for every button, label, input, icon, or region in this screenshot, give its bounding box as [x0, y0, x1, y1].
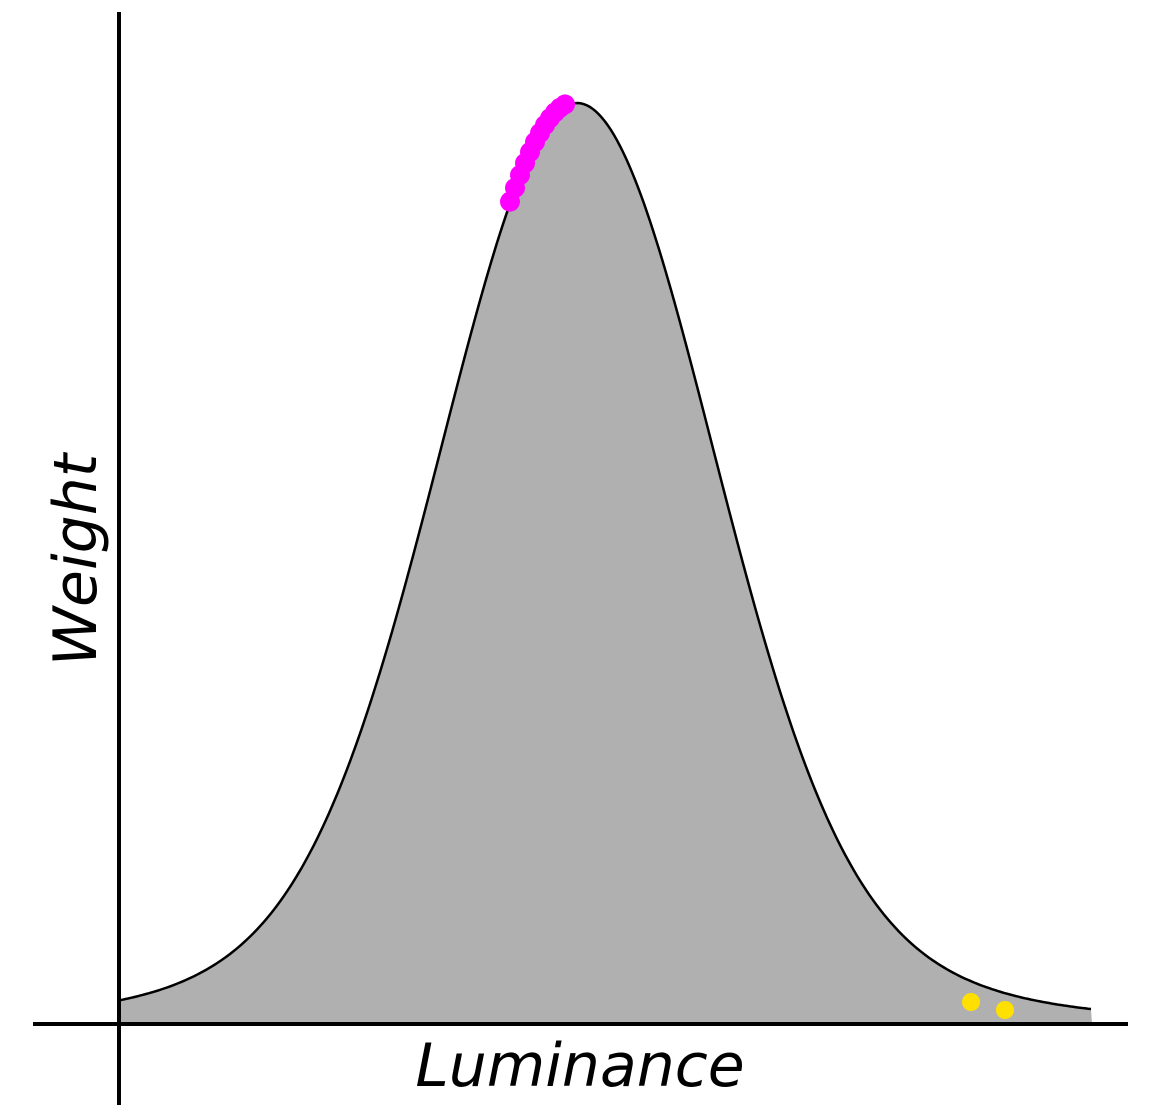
sample-dot	[962, 993, 980, 1011]
curve-fill	[119, 103, 1092, 1024]
curve-line	[118, 101, 1092, 1011]
x-axis-label: Luminance	[415, 1031, 744, 1101]
sample-dot	[555, 94, 575, 115]
y-axis-label: Weight	[41, 451, 111, 666]
sample-points	[500, 94, 1014, 1019]
sample-dot	[996, 1001, 1014, 1019]
